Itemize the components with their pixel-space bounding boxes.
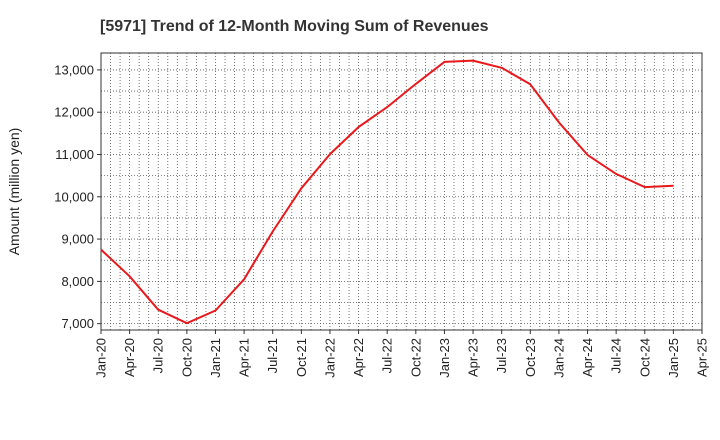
- y-axis: 7,000 8,000 9,000 10,000 11,000 12,000 13,000: [54, 62, 101, 331]
- x-tick-label: Jan-25: [666, 338, 681, 378]
- x-tick-label: Jul-24: [609, 338, 624, 373]
- x-tick-label: Jul-20: [151, 338, 166, 373]
- plot-area: [100, 52, 703, 331]
- y-axis-label: Amount (million yen): [6, 128, 22, 256]
- x-tick-label: Jul-21: [265, 338, 280, 373]
- x-tick-label: Apr-23: [466, 338, 481, 377]
- y-tick-label: 8,000: [61, 274, 94, 289]
- x-tick-label: Jul-22: [380, 338, 395, 373]
- x-tick-label: Apr-25: [695, 338, 710, 377]
- y-tick-label: 9,000: [61, 232, 94, 247]
- x-axis: Jan-20 Apr-20 Jul-20 Oct-20 Jan-21 Apr-21 Jul-…: [94, 330, 710, 378]
- x-tick-label: Apr-20: [122, 338, 137, 377]
- x-tick-label: Apr-21: [237, 338, 252, 377]
- y-tick-label: 11,000: [55, 147, 94, 162]
- chart-title: [5971] Trend of 12-Month Moving Sum of R…: [100, 18, 489, 35]
- x-tick-label: Jan-20: [94, 338, 109, 378]
- y-tick-label: 12,000: [54, 105, 94, 120]
- x-tick-label: Jan-23: [437, 338, 452, 378]
- x-tick-label: Oct-23: [523, 338, 538, 377]
- x-tick-label: Jul-23: [494, 338, 509, 373]
- x-tick-label: Oct-24: [637, 338, 652, 377]
- x-tick-label: Oct-21: [294, 338, 309, 377]
- y-tick-label: 7,000: [61, 316, 94, 331]
- x-tick-label: Jan-21: [208, 338, 223, 378]
- x-tick-label: Apr-24: [580, 338, 595, 377]
- x-tick-label: Oct-22: [408, 338, 423, 377]
- series-group: [100, 59, 674, 325]
- x-tick-label: Oct-20: [179, 338, 194, 377]
- x-tick-label: Apr-22: [351, 338, 366, 377]
- y-tick-label: 10,000: [54, 189, 94, 204]
- series-line: [100, 59, 674, 325]
- grid: [101, 53, 702, 330]
- x-tick-label: Jan-24: [551, 338, 566, 378]
- y-tick-label: 13,000: [54, 62, 94, 77]
- x-tick-label: Jan-22: [322, 338, 337, 378]
